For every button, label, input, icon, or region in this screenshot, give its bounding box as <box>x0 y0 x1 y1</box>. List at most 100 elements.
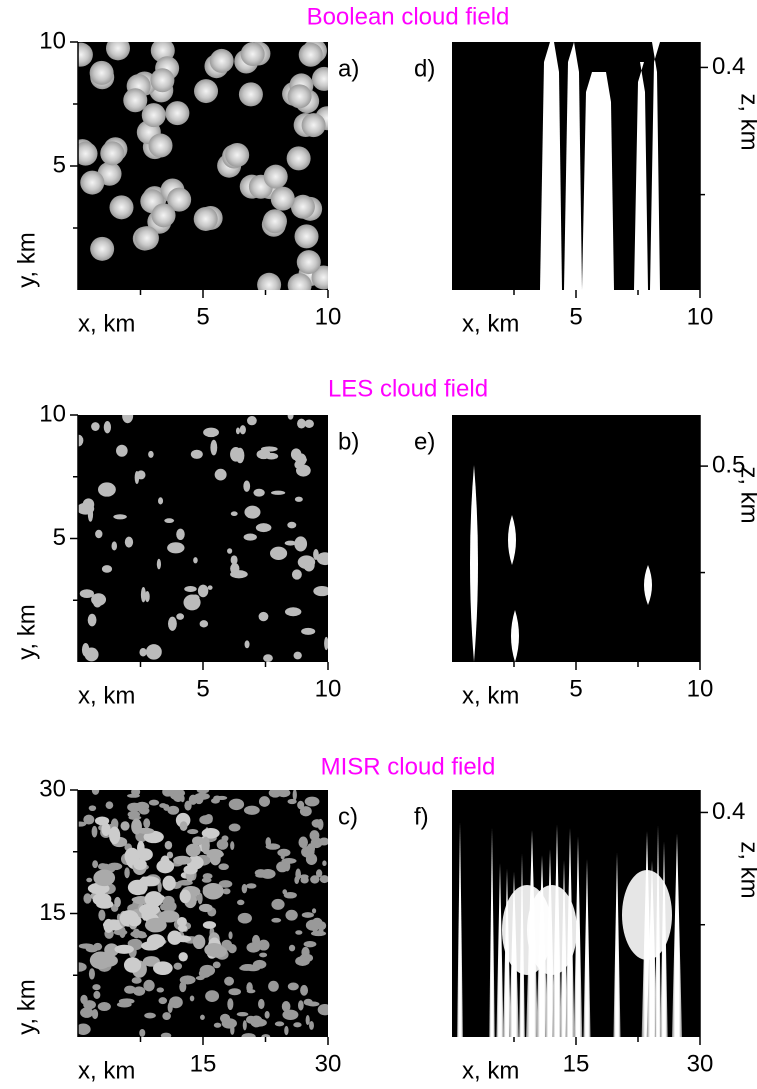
cloud <box>87 506 94 522</box>
cloud <box>179 975 196 985</box>
cloud <box>301 946 310 959</box>
cloud <box>144 891 164 908</box>
cloud <box>496 862 504 1037</box>
cloud <box>131 818 142 835</box>
x-tick-label: 10 <box>687 303 714 330</box>
cloud <box>109 195 134 220</box>
x-tick-label: 10 <box>315 675 342 702</box>
cloud <box>293 1022 302 1028</box>
cloud <box>268 790 282 798</box>
cloud <box>230 570 248 579</box>
cloud <box>257 939 270 951</box>
cloud <box>100 141 125 166</box>
y-axis-label: y, km <box>13 232 40 288</box>
cloud <box>156 558 162 570</box>
cloud <box>255 873 268 878</box>
cloud <box>153 961 173 976</box>
cloud <box>83 1000 96 1010</box>
cloud <box>287 415 294 420</box>
cloud <box>91 790 100 795</box>
cloud <box>241 1033 256 1037</box>
cloud <box>98 909 106 921</box>
cloud <box>287 521 297 529</box>
cloud <box>198 903 213 913</box>
cloud <box>78 434 84 447</box>
y-tick-label: 0.4 <box>712 798 745 825</box>
cloud <box>301 113 326 138</box>
cloud <box>309 830 320 841</box>
cloud <box>184 800 192 811</box>
cloud <box>230 555 238 565</box>
cloud <box>105 801 114 810</box>
cloud <box>79 589 95 599</box>
cloud <box>283 891 297 899</box>
cloud <box>141 103 166 128</box>
cloud <box>280 854 285 860</box>
cloud <box>193 557 198 564</box>
cloud <box>209 852 221 866</box>
cloud <box>171 790 182 795</box>
x-tick-label: 30 <box>315 1050 342 1077</box>
cloud <box>218 863 229 871</box>
cloud <box>190 449 203 459</box>
x-tick-label: 15 <box>190 1050 217 1077</box>
y-tick-label: 5 <box>53 524 66 551</box>
cloud <box>240 42 265 67</box>
cloud <box>194 79 219 104</box>
cloud <box>103 421 112 434</box>
cloud-layer <box>470 465 652 662</box>
cloud <box>144 1012 156 1019</box>
cloud <box>582 72 614 290</box>
cloud <box>268 980 279 992</box>
cloud <box>103 918 114 933</box>
cloud <box>252 959 267 969</box>
x-tick-label: 10 <box>315 303 342 330</box>
cloud <box>264 1010 270 1019</box>
cloud <box>306 843 316 854</box>
cloud <box>261 1034 271 1037</box>
cloud <box>311 908 317 914</box>
cloud <box>271 917 282 923</box>
cloud <box>271 898 285 910</box>
cloud <box>270 546 288 560</box>
cloud <box>167 542 185 554</box>
cloud <box>298 1000 304 1011</box>
cloud <box>564 42 582 290</box>
cloud <box>113 514 127 520</box>
cloud <box>162 875 176 891</box>
cloud <box>295 956 310 966</box>
cloud <box>93 990 101 999</box>
cloud <box>194 792 210 800</box>
cloud <box>199 815 213 825</box>
cloud <box>89 951 112 970</box>
cloud <box>301 627 316 635</box>
cloud <box>313 586 328 597</box>
cloud <box>78 962 87 972</box>
cloud <box>297 800 305 810</box>
cloud <box>301 912 314 918</box>
cloud <box>143 818 151 829</box>
cloud <box>260 446 278 452</box>
cloud <box>244 505 261 519</box>
cloud <box>258 796 271 807</box>
cloud <box>214 468 227 481</box>
cloud <box>300 984 309 996</box>
cloud <box>141 904 149 921</box>
cloud <box>114 896 121 908</box>
cloud <box>94 816 110 826</box>
cloud-layer <box>457 821 683 1037</box>
cloud <box>123 957 142 973</box>
cloud <box>114 944 134 954</box>
cloud <box>157 881 162 893</box>
cloud <box>143 979 155 992</box>
cloud <box>167 187 192 212</box>
cloud <box>212 961 221 969</box>
y-tick-label: 10 <box>39 27 66 54</box>
y-tick-label: 5 <box>53 151 66 178</box>
cloud <box>573 836 583 1037</box>
cloud <box>176 613 185 620</box>
panel-label: f) <box>414 803 429 830</box>
cloud <box>148 799 160 806</box>
cloud <box>294 461 300 469</box>
cloud <box>263 164 288 189</box>
